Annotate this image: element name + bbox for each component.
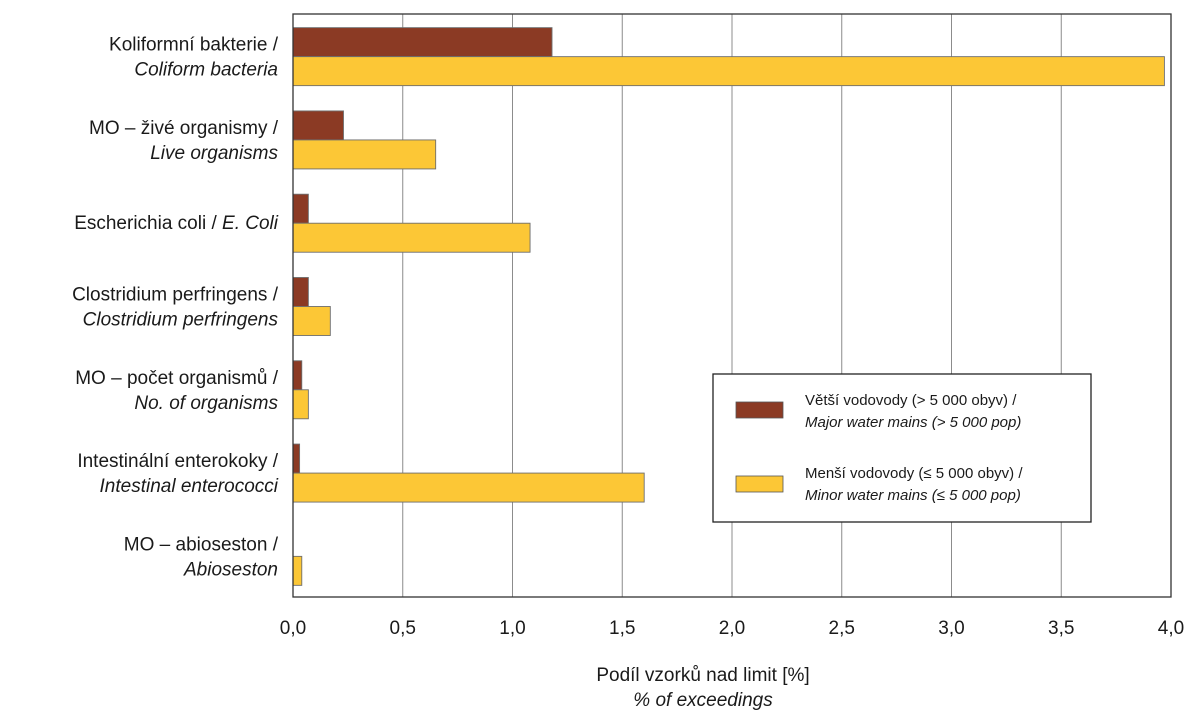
category-label-cz: MO – počet organismů / xyxy=(75,368,278,389)
x-tick-label: 3,0 xyxy=(938,618,964,639)
bar-major xyxy=(292,27,553,58)
x-tick-label: 2,0 xyxy=(719,618,745,639)
category-label-en: Intestinal enterococci xyxy=(100,476,279,497)
category-label-en: Live organisms xyxy=(150,143,278,164)
x-tick-label: 2,5 xyxy=(829,618,855,639)
legend-label-major-en: Major water mains (> 5 000 pop) xyxy=(805,414,1021,431)
x-tick-label: 4,0 xyxy=(1158,618,1184,639)
bar-minor xyxy=(292,472,645,503)
bar-major xyxy=(292,193,309,224)
legend-swatch-minor xyxy=(735,475,784,493)
category-label-cz: Koliformní bakterie / xyxy=(109,35,279,56)
bar-major xyxy=(292,360,303,391)
category-label-cz: MO – abioseston / xyxy=(124,534,279,555)
plot-frame xyxy=(292,13,1172,598)
x-tick-label: 1,5 xyxy=(609,618,635,639)
bars xyxy=(292,27,1165,586)
x-tick-label: 3,5 xyxy=(1048,618,1074,639)
category-label: Escherichia coli / E. Coli xyxy=(74,213,279,234)
x-tick-label: 1,0 xyxy=(499,618,525,639)
category-label-cz: MO – živé organismy / xyxy=(89,118,279,139)
category-label-cz: Intestinální enterokoky / xyxy=(77,451,278,472)
x-tick-labels: 0,0 0,5 1,0 1,5 2,0 2,5 3,0 3,5 4,0 xyxy=(280,618,1184,639)
bar-minor xyxy=(292,222,531,253)
bar-minor xyxy=(292,56,1165,87)
bar-minor xyxy=(292,555,303,586)
category-label-en: Coliform bacteria xyxy=(134,60,278,81)
x-tick-label: 0,5 xyxy=(390,618,416,639)
legend-label-major-cz: Větší vodovody (> 5 000 obyv) / xyxy=(805,392,1017,409)
gridlines xyxy=(402,14,1062,597)
legend-label-minor-en: Minor water mains (≤ 5 000 pop) xyxy=(805,487,1021,504)
x-tick-label: 0,0 xyxy=(280,618,306,639)
bar-minor xyxy=(292,139,437,170)
x-axis-title-cz: Podíl vzorků nad limit [%] xyxy=(596,665,809,686)
category-label-en: Clostridium perfringens xyxy=(83,310,279,331)
legend: Větší vodovody (> 5 000 obyv) / Major wa… xyxy=(712,373,1092,523)
bar-major xyxy=(292,443,301,474)
category-label-en: No. of organisms xyxy=(134,393,278,414)
category-label-en: Abioseston xyxy=(183,559,278,580)
bar-minor xyxy=(292,306,331,336)
bar-major xyxy=(292,277,309,307)
category-label-cz: Clostridium perfringens / xyxy=(72,285,279,306)
bar-minor xyxy=(292,389,309,420)
legend-box xyxy=(712,373,1092,523)
category-labels: Koliformní bakterie / Coliform bacteria MO… xyxy=(72,35,279,581)
legend-swatch-major xyxy=(735,401,784,419)
bar-major xyxy=(292,110,344,141)
x-axis-title-en: % of exceedings xyxy=(633,690,773,711)
legend-label-minor-cz: Menší vodovody (≤ 5 000 obyv) / xyxy=(805,465,1023,482)
